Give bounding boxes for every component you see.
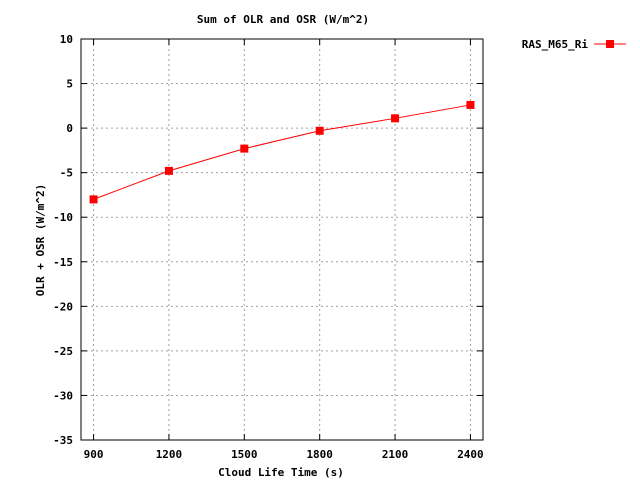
x-tick-label: 1200 [156,448,183,461]
y-tick-label: -10 [53,211,73,224]
legend: RAS_M65_Ri [522,38,626,51]
data-point [89,195,98,204]
series-line-0 [93,104,471,200]
y-tick-label: -20 [53,300,73,313]
grid [81,38,483,441]
y-tick-label: 0 [66,122,73,135]
x-tick-label: 900 [84,448,104,461]
data-point [466,100,475,109]
chart-title: Sum of OLR and OSR (W/m^2) [197,13,369,26]
y-tick-label: 5 [66,78,73,91]
data-point [240,144,249,153]
y-tick-label: -15 [53,256,73,269]
y-tick-label: -30 [53,389,73,402]
series-group [89,100,475,204]
y-axis-title: OLR + OSR (W/m^2) [34,184,47,297]
legend-marker [606,40,614,48]
data-point [391,114,400,123]
y-tick-labels: 10 5 0 -5 -10 -15 -20 -25 -30 -35 [53,33,73,447]
x-tick-label: 1800 [306,448,333,461]
plot-frame [80,38,484,441]
y-tick-label: -5 [60,167,73,180]
x-axis-title: Cloud Life Time (s) [218,466,344,479]
x-tick-label: 2100 [382,448,409,461]
data-point [164,166,173,175]
y-tick-label: -25 [53,345,73,358]
legend-label-ras-m65-ri: RAS_M65_Ri [522,38,589,51]
x-tick-label: 2400 [457,448,484,461]
data-point [315,126,324,135]
x-tick-label: 1500 [231,448,258,461]
y-tick-label: 10 [60,33,73,46]
x-tick-labels: 900 1200 1500 1800 2100 2400 [84,448,484,461]
y-tick-label: -35 [53,434,73,447]
axis-ticks [81,38,483,441]
